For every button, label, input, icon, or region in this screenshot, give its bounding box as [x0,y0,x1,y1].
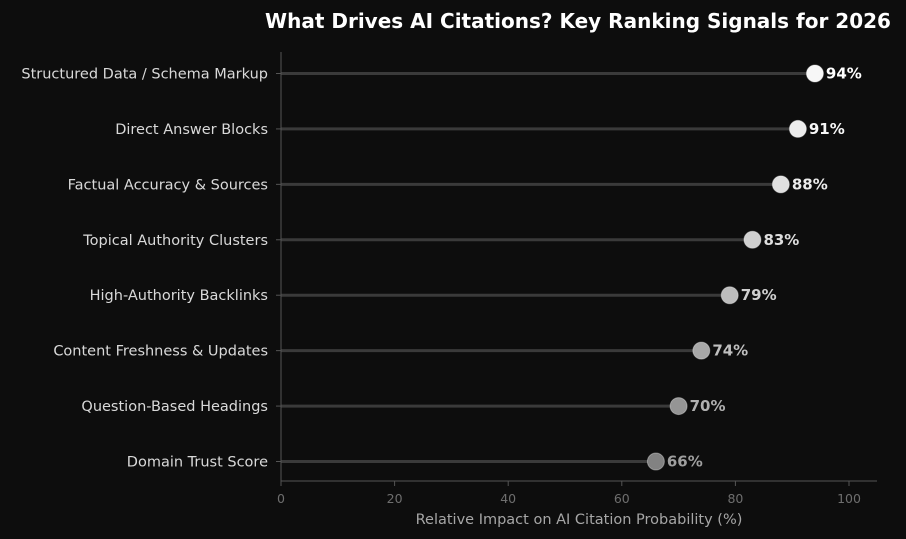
value-label: 83% [763,231,799,249]
lollipop-marker [669,397,688,416]
category-label: Direct Answer Blocks [115,122,268,138]
category-label: Structured Data / Schema Markup [21,67,268,83]
x-tick-label: 80 [727,491,743,506]
lollipop-marker [788,119,807,138]
labels-layer: Structured Data / Schema Markup 94% Direct… [21,65,861,471]
lollipop-marker [805,64,824,83]
value-label: 74% [712,342,748,360]
category-label: Factual Accuracy & Sources [68,177,268,193]
x-axis-label: Relative Impact on AI Citation Probabili… [416,512,743,528]
lollipop-marker [720,286,739,305]
lollipop-marker [771,175,790,194]
lollipop-marker [743,230,762,249]
lollipop-marker [646,452,665,471]
category-label: Question-Based Headings [81,399,268,415]
x-tick-label: 100 [837,491,861,506]
axis-layer: 0 20 40 60 80 100 [276,52,877,506]
value-label: 88% [792,175,828,193]
value-label: 94% [826,65,862,83]
value-label: 66% [667,453,703,471]
category-label: Topical Authority Clusters [82,233,268,249]
category-label: High-Authority Backlinks [90,288,268,304]
x-tick-label: 60 [614,491,630,506]
chart-title: What Drives AI Citations? Key Ranking Si… [265,9,891,33]
value-label: 70% [690,397,726,415]
category-label: Content Freshness & Updates [53,344,268,360]
x-tick-label: 0 [277,491,285,506]
stems-layer [281,72,815,463]
lollipop-marker [692,341,711,360]
category-label: Domain Trust Score [127,455,268,471]
value-label: 91% [809,120,845,138]
x-tick-label: 40 [500,491,516,506]
x-tick-label: 20 [387,491,403,506]
value-label: 79% [741,286,777,304]
markers-layer [646,64,824,471]
